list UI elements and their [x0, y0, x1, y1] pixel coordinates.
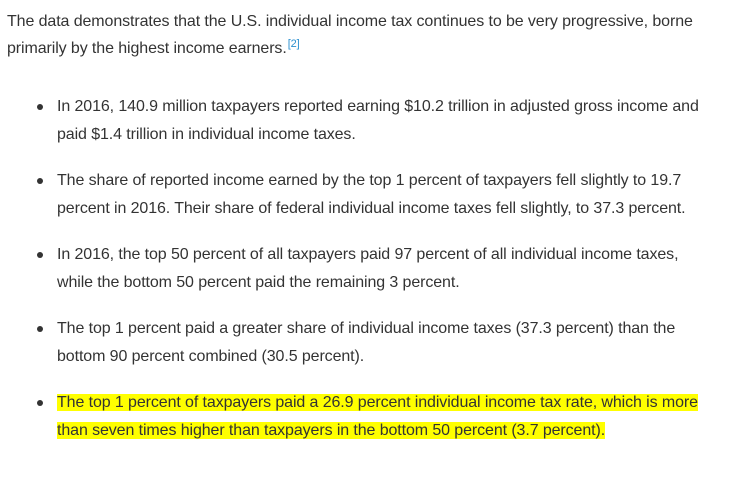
- highlighted-bullet-text: The top 1 percent of taxpayers paid a 26…: [57, 394, 698, 439]
- footnote-link[interactable]: [2]: [287, 37, 300, 50]
- bullet-text: The top 1 percent paid a greater share o…: [57, 320, 676, 365]
- list-item: The top 1 percent of taxpayers paid a 26…: [7, 389, 710, 444]
- list-item: The share of reported income earned by t…: [7, 167, 710, 222]
- list-item: In 2016, 140.9 million taxpayers reporte…: [7, 93, 710, 148]
- bullet-dot-icon: [37, 252, 43, 258]
- bullet-list: In 2016, 140.9 million taxpayers reporte…: [7, 93, 710, 444]
- intro-text: The data demonstrates that the U.S. indi…: [7, 13, 693, 57]
- bullet-text: In 2016, 140.9 million taxpayers reporte…: [57, 98, 699, 143]
- bullet-dot-icon: [37, 400, 43, 406]
- bullet-text: In 2016, the top 50 percent of all taxpa…: [57, 246, 679, 291]
- bullet-dot-icon: [37, 326, 43, 332]
- list-item: The top 1 percent paid a greater share o…: [7, 315, 710, 370]
- list-item: In 2016, the top 50 percent of all taxpa…: [7, 241, 710, 296]
- bullet-dot-icon: [37, 104, 43, 110]
- bullet-dot-icon: [37, 178, 43, 184]
- intro-paragraph: The data demonstrates that the U.S. indi…: [7, 8, 710, 62]
- bullet-text: The share of reported income earned by t…: [57, 172, 686, 217]
